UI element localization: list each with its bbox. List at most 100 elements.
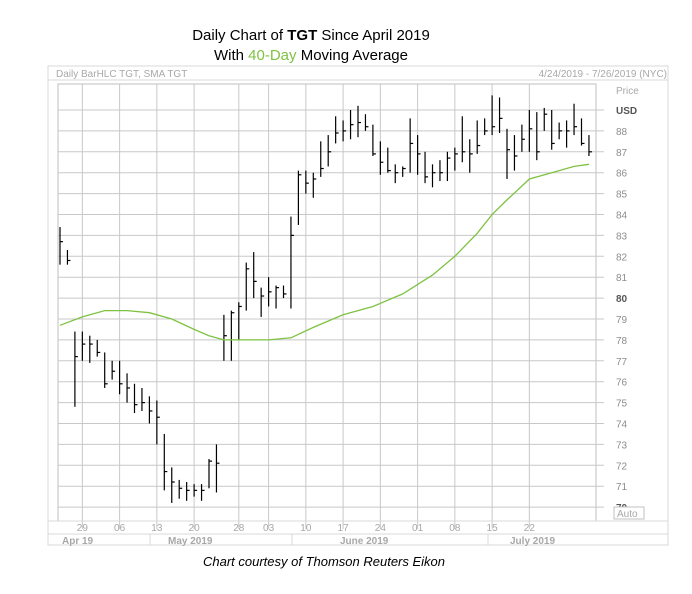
y-tick-label: 87	[616, 148, 628, 159]
hlc-bar	[268, 277, 272, 307]
month-label: July 2019	[510, 536, 555, 547]
hlc-bar	[446, 151, 451, 182]
hlc-bar	[558, 122, 563, 140]
hlc-bar	[454, 147, 458, 171]
hlc-bar	[141, 387, 145, 411]
hlc-bar	[461, 116, 466, 163]
hlc-bar	[104, 352, 108, 388]
y-tick-label: 79	[616, 315, 628, 326]
hlc-bar	[89, 335, 93, 363]
chart-title: Daily Chart of TGT Since April 2019 With…	[0, 26, 622, 66]
hlc-bar	[573, 103, 578, 136]
x-axis: 29 06 13 20 28 03 10 17 24 01 08 15 22	[77, 523, 536, 534]
y-tick-label: USD	[616, 106, 637, 117]
hlc-bar	[588, 135, 592, 156]
y-tick-label: 78	[616, 336, 628, 347]
hlc-bar	[349, 110, 354, 140]
hlc-bar	[387, 147, 391, 173]
x-tick-label: 06	[114, 523, 126, 534]
x-tick-label: 17	[338, 523, 350, 534]
hlc-bar	[498, 97, 503, 133]
hlc-bar	[364, 114, 369, 131]
hlc-bar	[543, 107, 548, 131]
chart-frame	[47, 65, 669, 546]
auto-scale-button[interactable]	[613, 506, 645, 520]
hlc-bar	[305, 170, 309, 194]
hlc-bar	[59, 227, 63, 265]
hlc-bar	[506, 128, 510, 179]
month-label: Apr 19	[62, 536, 94, 547]
chart-header-left: Daily BarHLC TGT, SMA TGT	[56, 69, 187, 80]
hlc-bar	[491, 95, 496, 136]
plot-area	[57, 83, 597, 522]
hlc-bar	[327, 135, 332, 167]
hlc-bar	[133, 383, 138, 414]
hlc-bar	[126, 373, 131, 403]
hlc-bar	[215, 444, 220, 493]
hlc-bar	[469, 139, 473, 173]
hlc-bar	[186, 482, 190, 501]
hlc-bar	[74, 331, 78, 407]
x-tick-label: 22	[524, 523, 536, 534]
y-tick-label: 74	[616, 420, 628, 431]
y-tick-label: 88	[616, 127, 628, 138]
y-tick-label: 85	[616, 190, 628, 201]
hlc-bar	[230, 310, 235, 361]
chart-credit: Chart courtesy of Thomson Reuters Eikon	[202, 554, 446, 569]
hlc-bar	[253, 252, 257, 299]
y-tick-label: 83	[616, 231, 628, 242]
hlc-bar	[528, 110, 533, 152]
hlc-bar	[208, 459, 212, 489]
hlc-bar	[260, 287, 265, 317]
hlc-bar	[66, 250, 71, 265]
y-tick-label: 84	[616, 211, 628, 222]
hlc-bar	[342, 120, 347, 142]
hlc-bar	[424, 151, 429, 184]
hlc-bar	[431, 164, 436, 188]
x-tick-label: 13	[151, 523, 163, 534]
y-tick-label: 73	[616, 440, 628, 451]
hlc-bar	[297, 170, 302, 225]
hlc-bar	[551, 110, 555, 150]
price-bars	[59, 95, 592, 503]
x-tick-label: 01	[412, 523, 424, 534]
hlc-bar	[409, 118, 414, 173]
hlc-bar	[148, 396, 153, 424]
hlc-bar	[223, 314, 227, 361]
hlc-bar	[118, 360, 123, 395]
hlc-bar	[320, 141, 324, 177]
hlc-bar	[81, 331, 86, 361]
hlc-bar	[171, 467, 175, 503]
hlc-bar	[536, 112, 540, 161]
hlc-bar	[96, 339, 101, 357]
hlc-bar	[275, 285, 280, 309]
sma-line	[59, 163, 590, 341]
hlc-bar	[156, 400, 160, 445]
hlc-bar	[580, 118, 585, 146]
hlc-bar	[476, 120, 481, 154]
hlc-bar	[417, 135, 421, 175]
x-tick-label: 20	[189, 523, 201, 534]
x-tick-label: 29	[77, 523, 89, 534]
month-label: May 2019	[168, 536, 213, 547]
hlc-bar	[521, 124, 525, 152]
x-tick-label: 10	[300, 523, 312, 534]
hlc-bar	[111, 360, 116, 380]
x-tick-label: 08	[449, 523, 461, 534]
hlc-bar	[200, 484, 205, 501]
chart-title-line1: Daily Chart of TGT Since April 2019	[192, 27, 430, 44]
y-tick-label: 86	[616, 169, 628, 180]
x-tick-label: 15	[487, 523, 499, 534]
hlc-bar	[290, 216, 294, 309]
hlc-bar	[245, 262, 250, 311]
price-label: Price	[616, 86, 639, 97]
hlc-bar	[238, 302, 242, 340]
auto-scale-label: Auto	[617, 509, 638, 520]
chart-header-right: 4/24/2019 - 7/26/2019 (NYC)	[539, 69, 667, 80]
y-tick-label: 80	[616, 294, 628, 305]
hlc-bar	[565, 120, 570, 148]
hlc-bar	[163, 433, 168, 491]
y-tick-label: 71	[616, 482, 628, 493]
y-tick-label: 82	[616, 252, 628, 263]
